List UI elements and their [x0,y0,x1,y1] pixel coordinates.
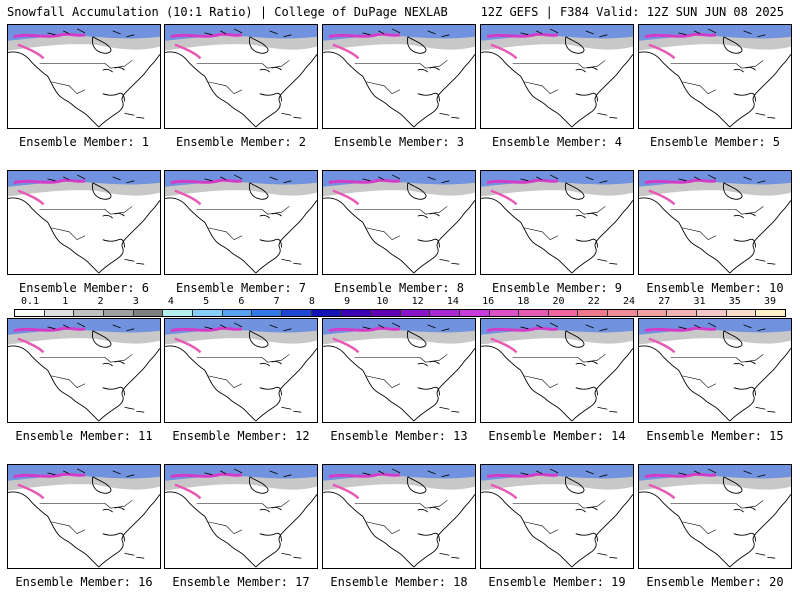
colorbar-swatch [252,310,282,316]
ensemble-member-map [322,170,476,275]
colorbar-swatch [726,310,757,316]
colorbar-tick-label: 35 [728,296,741,307]
ensemble-member-map [638,170,792,275]
ensemble-member-label: Ensemble Member: 11 [15,429,153,443]
colorbar-swatch [370,310,401,316]
ensemble-member-label: Ensemble Member: 1 [18,135,150,149]
colorbar-swatch [103,310,134,316]
ensemble-member-map [7,170,161,275]
colorbar-swatch [548,310,579,316]
colorbar-tick-label: 3 [132,296,139,307]
ensemble-member-map [7,24,161,129]
ensemble-member-map [322,318,476,423]
colorbar-tick-labels: 0.1 1 2 3 4 5 6 7 8 9 10 12 14 16 18 20 22 24 27 31 35 39 [0,296,800,308]
colorbar-tick-label: 31 [693,296,706,307]
ensemble-member-map [322,24,476,129]
ensemble-member-label: Ensemble Member: 10 [646,281,784,295]
ensemble-member-map [480,170,634,275]
ensemble-member-map [164,170,318,275]
ensemble-member-label: Ensemble Member: 3 [333,135,465,149]
colorbar-tick-label: 1 [62,296,69,307]
colorbar-tick-label: 7 [273,296,280,307]
colorbar-tick-label: 0.1 [20,296,40,307]
ensemble-member-label: Ensemble Member: 4 [491,135,623,149]
colorbar-swatch [608,310,638,316]
ensemble-member-label: Ensemble Member: 6 [18,281,150,295]
ensemble-member-map [322,464,476,569]
ensemble-member-map [164,318,318,423]
colorbar-swatch [192,310,223,316]
ensemble-member-map [7,464,161,569]
ensemble-member-label: Ensemble Member: 7 [175,281,307,295]
ensemble-member-label: Ensemble Member: 2 [175,135,307,149]
ensemble-member-label: Ensemble Member: 5 [649,135,781,149]
ensemble-member-map [638,318,792,423]
model-run-valid-time: 12Z GEFS | F384 Valid: 12Z SUN JUN 08 20… [480,5,784,19]
ensemble-member-label: Ensemble Member: 16 [15,575,153,589]
ensemble-member-map [638,464,792,569]
colorbar-swatch [311,310,342,316]
colorbar-swatch [74,310,104,316]
ensemble-member-map [638,24,792,129]
snowfall-colorbar [14,309,786,317]
ensemble-member-label: Ensemble Member: 12 [172,429,310,443]
colorbar-swatch [430,310,460,316]
ensemble-member-map [480,318,634,423]
colorbar-swatch [133,310,164,316]
colorbar-swatch [44,310,75,316]
colorbar-swatch [756,310,786,316]
colorbar-tick-label: 18 [517,296,530,307]
ensemble-member-label: Ensemble Member: 14 [488,429,626,443]
colorbar-tick-label: 20 [552,296,565,307]
colorbar-tick-label: 22 [587,296,600,307]
ensemble-member-map [164,464,318,569]
ensemble-member-label: Ensemble Member: 15 [646,429,784,443]
ensemble-member-map [7,318,161,423]
colorbar-swatch [281,310,312,316]
ensemble-member-label: Ensemble Member: 8 [333,281,465,295]
colorbar-swatch [697,310,727,316]
colorbar-tick-label: 6 [238,296,245,307]
colorbar-swatch [222,310,253,316]
colorbar-swatch [667,310,698,316]
colorbar-swatch [15,310,45,316]
colorbar-swatch [459,310,490,316]
colorbar-swatch [341,310,371,316]
ensemble-member-label: Ensemble Member: 19 [488,575,626,589]
ensemble-member-label: Ensemble Member: 18 [330,575,468,589]
colorbar-tick-label: 5 [203,296,210,307]
ensemble-member-label: Ensemble Member: 13 [330,429,468,443]
ensemble-member-map [480,464,634,569]
colorbar-tick-label: 24 [623,296,636,307]
ensemble-member-label: Ensemble Member: 9 [491,281,623,295]
ensemble-member-map [480,24,634,129]
colorbar-tick-label: 2 [97,296,104,307]
colorbar-tick-label: 16 [482,296,495,307]
colorbar-tick-label: 9 [344,296,351,307]
colorbar-swatch [519,310,549,316]
colorbar-tick-label: 14 [446,296,459,307]
colorbar-swatch [637,310,668,316]
ensemble-member-label: Ensemble Member: 17 [172,575,310,589]
colorbar-tick-label: 4 [167,296,174,307]
colorbar-tick-label: 27 [658,296,671,307]
colorbar-tick-label: 12 [411,296,424,307]
colorbar-tick-label: 8 [308,296,315,307]
colorbar-swatch [578,310,609,316]
colorbar-swatch [163,310,193,316]
colorbar-swatch [489,310,520,316]
colorbar-tick-label: 39 [763,296,777,307]
ensemble-member-label: Ensemble Member: 20 [646,575,784,589]
map-title: Snowfall Accumulation (10:1 Ratio) | Col… [7,5,448,19]
ensemble-member-map [164,24,318,129]
colorbar-tick-label: 10 [376,296,389,307]
colorbar-swatch [400,310,431,316]
